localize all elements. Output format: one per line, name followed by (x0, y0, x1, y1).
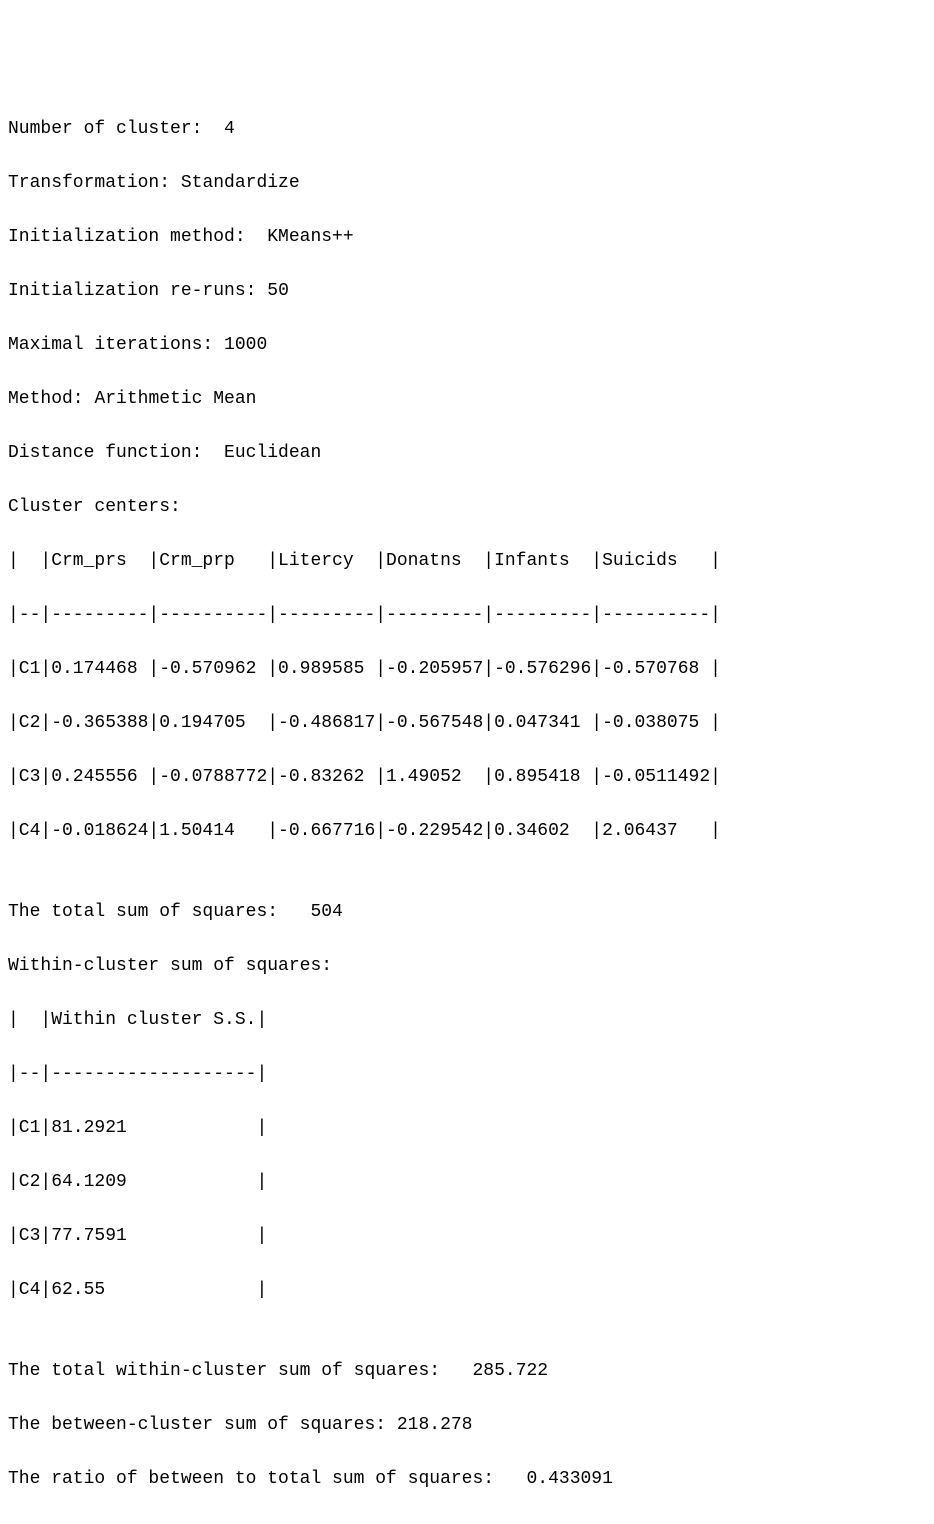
within-ss-table: | |Within cluster S.S.| |--|------------… (8, 1007, 926, 1304)
param-init-method: Initialization method: KMeans++ (8, 224, 926, 251)
within-ss-heading: Within-cluster sum of squares: (8, 953, 926, 980)
value: 1000 (224, 335, 267, 355)
cluster-centers-table: | |Crm_prs |Crm_prp |Litercy |Donatns |I… (8, 548, 926, 845)
label: Initialization method: (8, 227, 246, 247)
table-row: |C2|-0.365388|0.194705 |-0.486817|-0.567… (8, 710, 926, 737)
value: Euclidean (224, 443, 321, 463)
value: Standardize (181, 173, 300, 193)
table-row: |C4|62.55 | (8, 1277, 926, 1304)
param-dist-func: Distance function: Euclidean (8, 440, 926, 467)
label: The total within-cluster sum of squares: (8, 1361, 440, 1381)
label: The total sum of squares: (8, 902, 278, 922)
table-row: |C3|0.245556 |-0.0788772|-0.83262 |1.490… (8, 764, 926, 791)
value: 285.722 (472, 1361, 548, 1381)
label: Number of cluster: (8, 119, 202, 139)
label: Distance function: (8, 443, 202, 463)
table-row: |C1|81.2921 | (8, 1115, 926, 1142)
total-ss-line: The total sum of squares: 504 (8, 899, 926, 926)
value: 50 (267, 281, 289, 301)
label: Maximal iterations: (8, 335, 213, 355)
label: Within-cluster sum of squares: (8, 956, 332, 976)
param-num-cluster: Number of cluster: 4 (8, 116, 926, 143)
table-sep: |--|-------------------| (8, 1061, 926, 1088)
label: Initialization re-runs: (8, 281, 256, 301)
table-header: | |Within cluster S.S.| (8, 1007, 926, 1034)
label: Cluster centers: (8, 497, 181, 517)
between-line: The between-cluster sum of squares: 218.… (8, 1412, 926, 1439)
label: Transformation: (8, 173, 170, 193)
table-row: |C2|64.1209 | (8, 1169, 926, 1196)
table-row: |C1|0.174468 |-0.570962 |0.989585 |-0.20… (8, 656, 926, 683)
param-init-reruns: Initialization re-runs: 50 (8, 278, 926, 305)
total-within-line: The total within-cluster sum of squares:… (8, 1358, 926, 1385)
table-header: | |Crm_prs |Crm_prp |Litercy |Donatns |I… (8, 548, 926, 575)
value: KMeans++ (267, 227, 353, 247)
param-method: Method: Arithmetic Mean (8, 386, 926, 413)
label: The ratio of between to total sum of squ… (8, 1469, 494, 1489)
table-row: |C4|-0.018624|1.50414 |-0.667716|-0.2295… (8, 818, 926, 845)
param-max-iter: Maximal iterations: 1000 (8, 332, 926, 359)
label: Method: (8, 389, 84, 409)
value: 0.433091 (527, 1469, 613, 1489)
param-transformation: Transformation: Standardize (8, 170, 926, 197)
value: 4 (224, 119, 235, 139)
value: Arithmetic Mean (94, 389, 256, 409)
table-row: |C3|77.7591 | (8, 1223, 926, 1250)
table-sep: |--|---------|----------|---------|-----… (8, 602, 926, 629)
value: 218.278 (397, 1415, 473, 1435)
ratio-line: The ratio of between to total sum of squ… (8, 1466, 926, 1493)
label: The between-cluster sum of squares: (8, 1415, 386, 1435)
cluster-centers-heading: Cluster centers: (8, 494, 926, 521)
value: 504 (310, 902, 342, 922)
